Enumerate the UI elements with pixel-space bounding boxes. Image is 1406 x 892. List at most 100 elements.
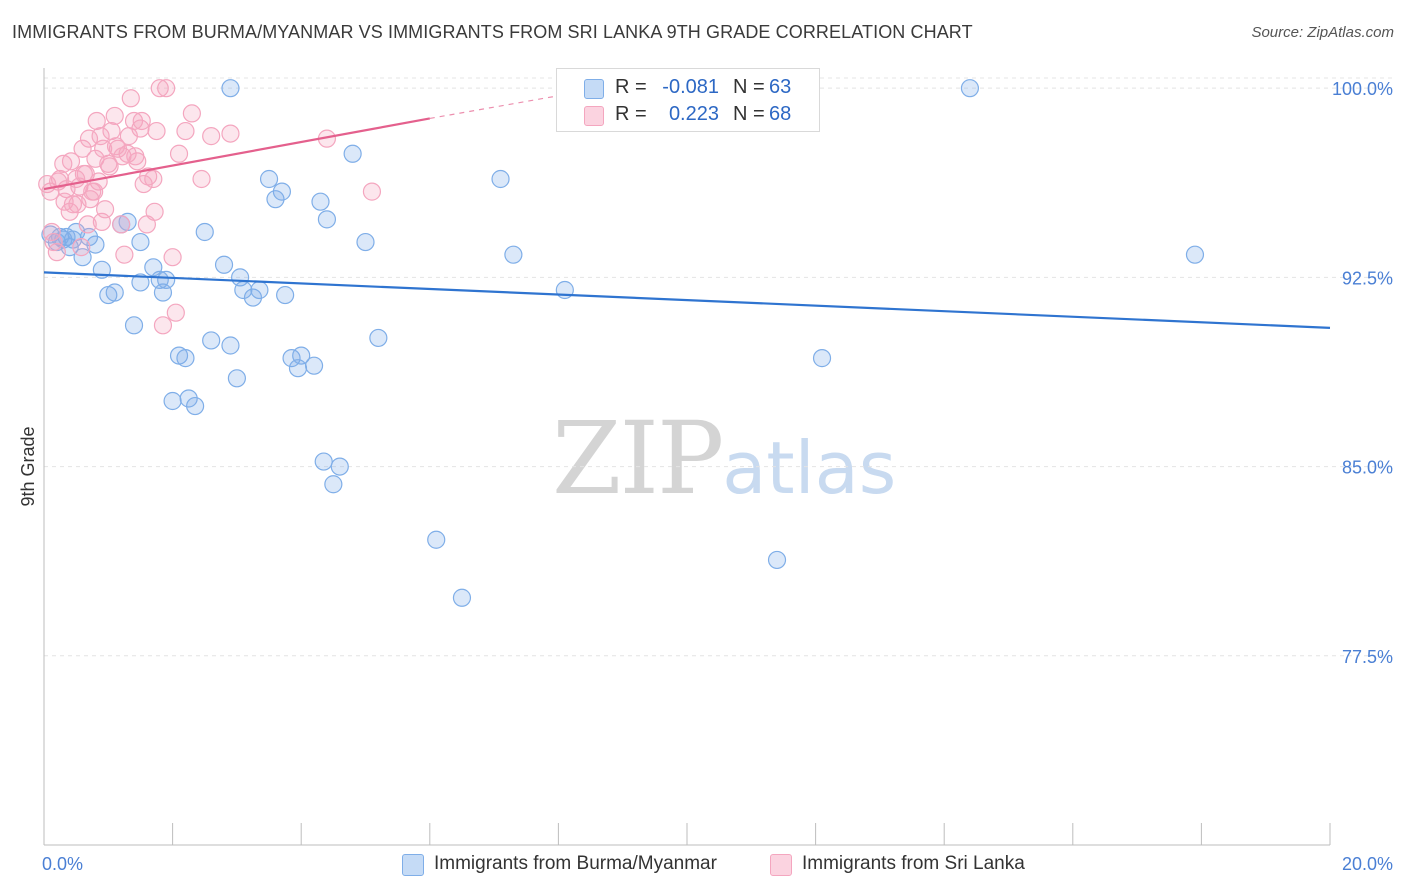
point-srilanka <box>95 200 115 219</box>
point-srilanka <box>113 147 132 166</box>
point-burma <box>343 144 362 163</box>
point-burma <box>767 550 787 570</box>
point-burma <box>202 331 221 350</box>
point-srilanka <box>50 169 70 189</box>
point-burma <box>243 288 263 307</box>
bottom-legend-label-srilanka: Immigrants from Sri Lanka <box>802 853 1025 874</box>
legend-n-label: N = <box>733 103 765 125</box>
chart-title: IMMIGRANTS FROM BURMA/MYANMAR VS IMMIGRA… <box>12 22 973 42</box>
point-srilanka <box>126 147 145 166</box>
point-burma <box>1185 245 1205 264</box>
point-burma <box>221 79 240 98</box>
point-srilanka <box>72 238 91 257</box>
legend-swatch-srilanka <box>584 106 604 126</box>
point-srilanka <box>87 111 106 131</box>
trend-line-burma <box>43 271 1331 329</box>
x-tick-label: 0.0% <box>42 854 83 874</box>
bottom-legend-swatch-burma <box>402 854 424 876</box>
bottom-legend-swatch-srilanka <box>770 854 792 876</box>
legend-r-value: 0.223 <box>668 103 719 125</box>
point-burma <box>330 457 349 476</box>
axes <box>43 68 1331 846</box>
point-srilanka <box>91 127 110 146</box>
point-srilanka <box>106 137 126 156</box>
legend-r-value: -0.081 <box>662 76 719 98</box>
y-tick-label: 77.5% <box>1342 647 1393 667</box>
watermark-zip: ZIP <box>552 400 724 517</box>
point-srilanka <box>119 127 138 146</box>
point-srilanka <box>145 202 164 221</box>
point-srilanka <box>105 106 124 126</box>
point-burma <box>504 245 523 264</box>
x-tick-label: 20.0% <box>1342 854 1393 874</box>
point-srilanka <box>182 104 201 123</box>
point-srilanka <box>78 215 97 234</box>
y-axis-title: 9th Grade <box>18 426 38 506</box>
point-burma <box>356 232 375 252</box>
point-burma <box>812 349 832 368</box>
y-tick-label: 85.0% <box>1342 458 1393 478</box>
point-srilanka <box>115 245 134 264</box>
point-burma <box>221 336 240 355</box>
point-burma <box>276 285 295 305</box>
point-burma <box>227 369 246 388</box>
point-srilanka <box>61 152 81 171</box>
legend-row-srilanka: R = 0.223 N = 68 <box>557 102 819 128</box>
legend-r-label: R = <box>615 76 647 98</box>
point-burma <box>176 349 195 368</box>
point-srilanka <box>166 303 185 322</box>
point-srilanka <box>85 182 104 201</box>
y-tick-label: 100.0% <box>1332 79 1393 99</box>
point-burma <box>186 396 205 416</box>
point-srilanka <box>157 79 176 98</box>
point-burma <box>491 169 510 189</box>
legend-n-value: 63 <box>769 76 792 98</box>
point-burma <box>324 475 343 494</box>
point-srilanka <box>47 243 66 262</box>
point-srilanka <box>176 121 195 141</box>
legend-r-label: R = <box>615 103 647 125</box>
point-burma <box>131 273 150 292</box>
stats-legend: R = -0.081 N = 63 R = 0.223 N = 68 <box>556 68 820 132</box>
point-burma <box>427 530 446 549</box>
point-srilanka <box>169 144 189 163</box>
watermark: ZIPatlas <box>552 400 896 517</box>
point-burma <box>105 283 124 302</box>
source-label: Source: ZipAtlas.com <box>1251 24 1394 41</box>
legend-swatch-burma <box>584 79 604 99</box>
point-srilanka <box>112 215 131 234</box>
point-burma <box>163 391 182 411</box>
bottom-legend-label-burma: Immigrants from Burma/Myanmar <box>434 853 717 874</box>
point-srilanka <box>163 248 182 267</box>
point-burma <box>259 169 279 189</box>
point-srilanka <box>42 222 61 242</box>
point-srilanka <box>132 111 151 131</box>
point-srilanka <box>121 89 140 108</box>
point-burma <box>272 182 292 201</box>
point-srilanka <box>192 169 211 189</box>
point-burma <box>314 452 333 471</box>
legend-n-value: 68 <box>769 103 792 125</box>
point-burma <box>452 588 472 607</box>
point-srilanka <box>362 182 382 201</box>
point-burma <box>369 328 388 348</box>
tick-labels: 77.5% 85.0% 92.5% 100.0% 0.0% 20.0% 9th Grade <box>18 79 1393 874</box>
point-srilanka <box>100 157 119 176</box>
point-burma <box>157 270 176 290</box>
grid-lines <box>44 77 1392 657</box>
point-burma <box>960 79 980 98</box>
point-srilanka <box>202 127 221 146</box>
point-burma <box>179 389 198 408</box>
point-srilanka <box>153 316 173 335</box>
y-tick-label: 92.5% <box>1342 268 1393 288</box>
point-burma <box>195 222 214 242</box>
point-burma <box>317 210 337 229</box>
point-srilanka <box>73 139 92 158</box>
point-burma <box>292 346 311 365</box>
legend-row-burma: R = -0.081 N = 63 <box>557 75 819 101</box>
point-burma <box>266 190 285 209</box>
legend-n-label: N = <box>733 76 765 98</box>
point-srilanka <box>147 121 166 141</box>
point-burma <box>131 232 150 252</box>
